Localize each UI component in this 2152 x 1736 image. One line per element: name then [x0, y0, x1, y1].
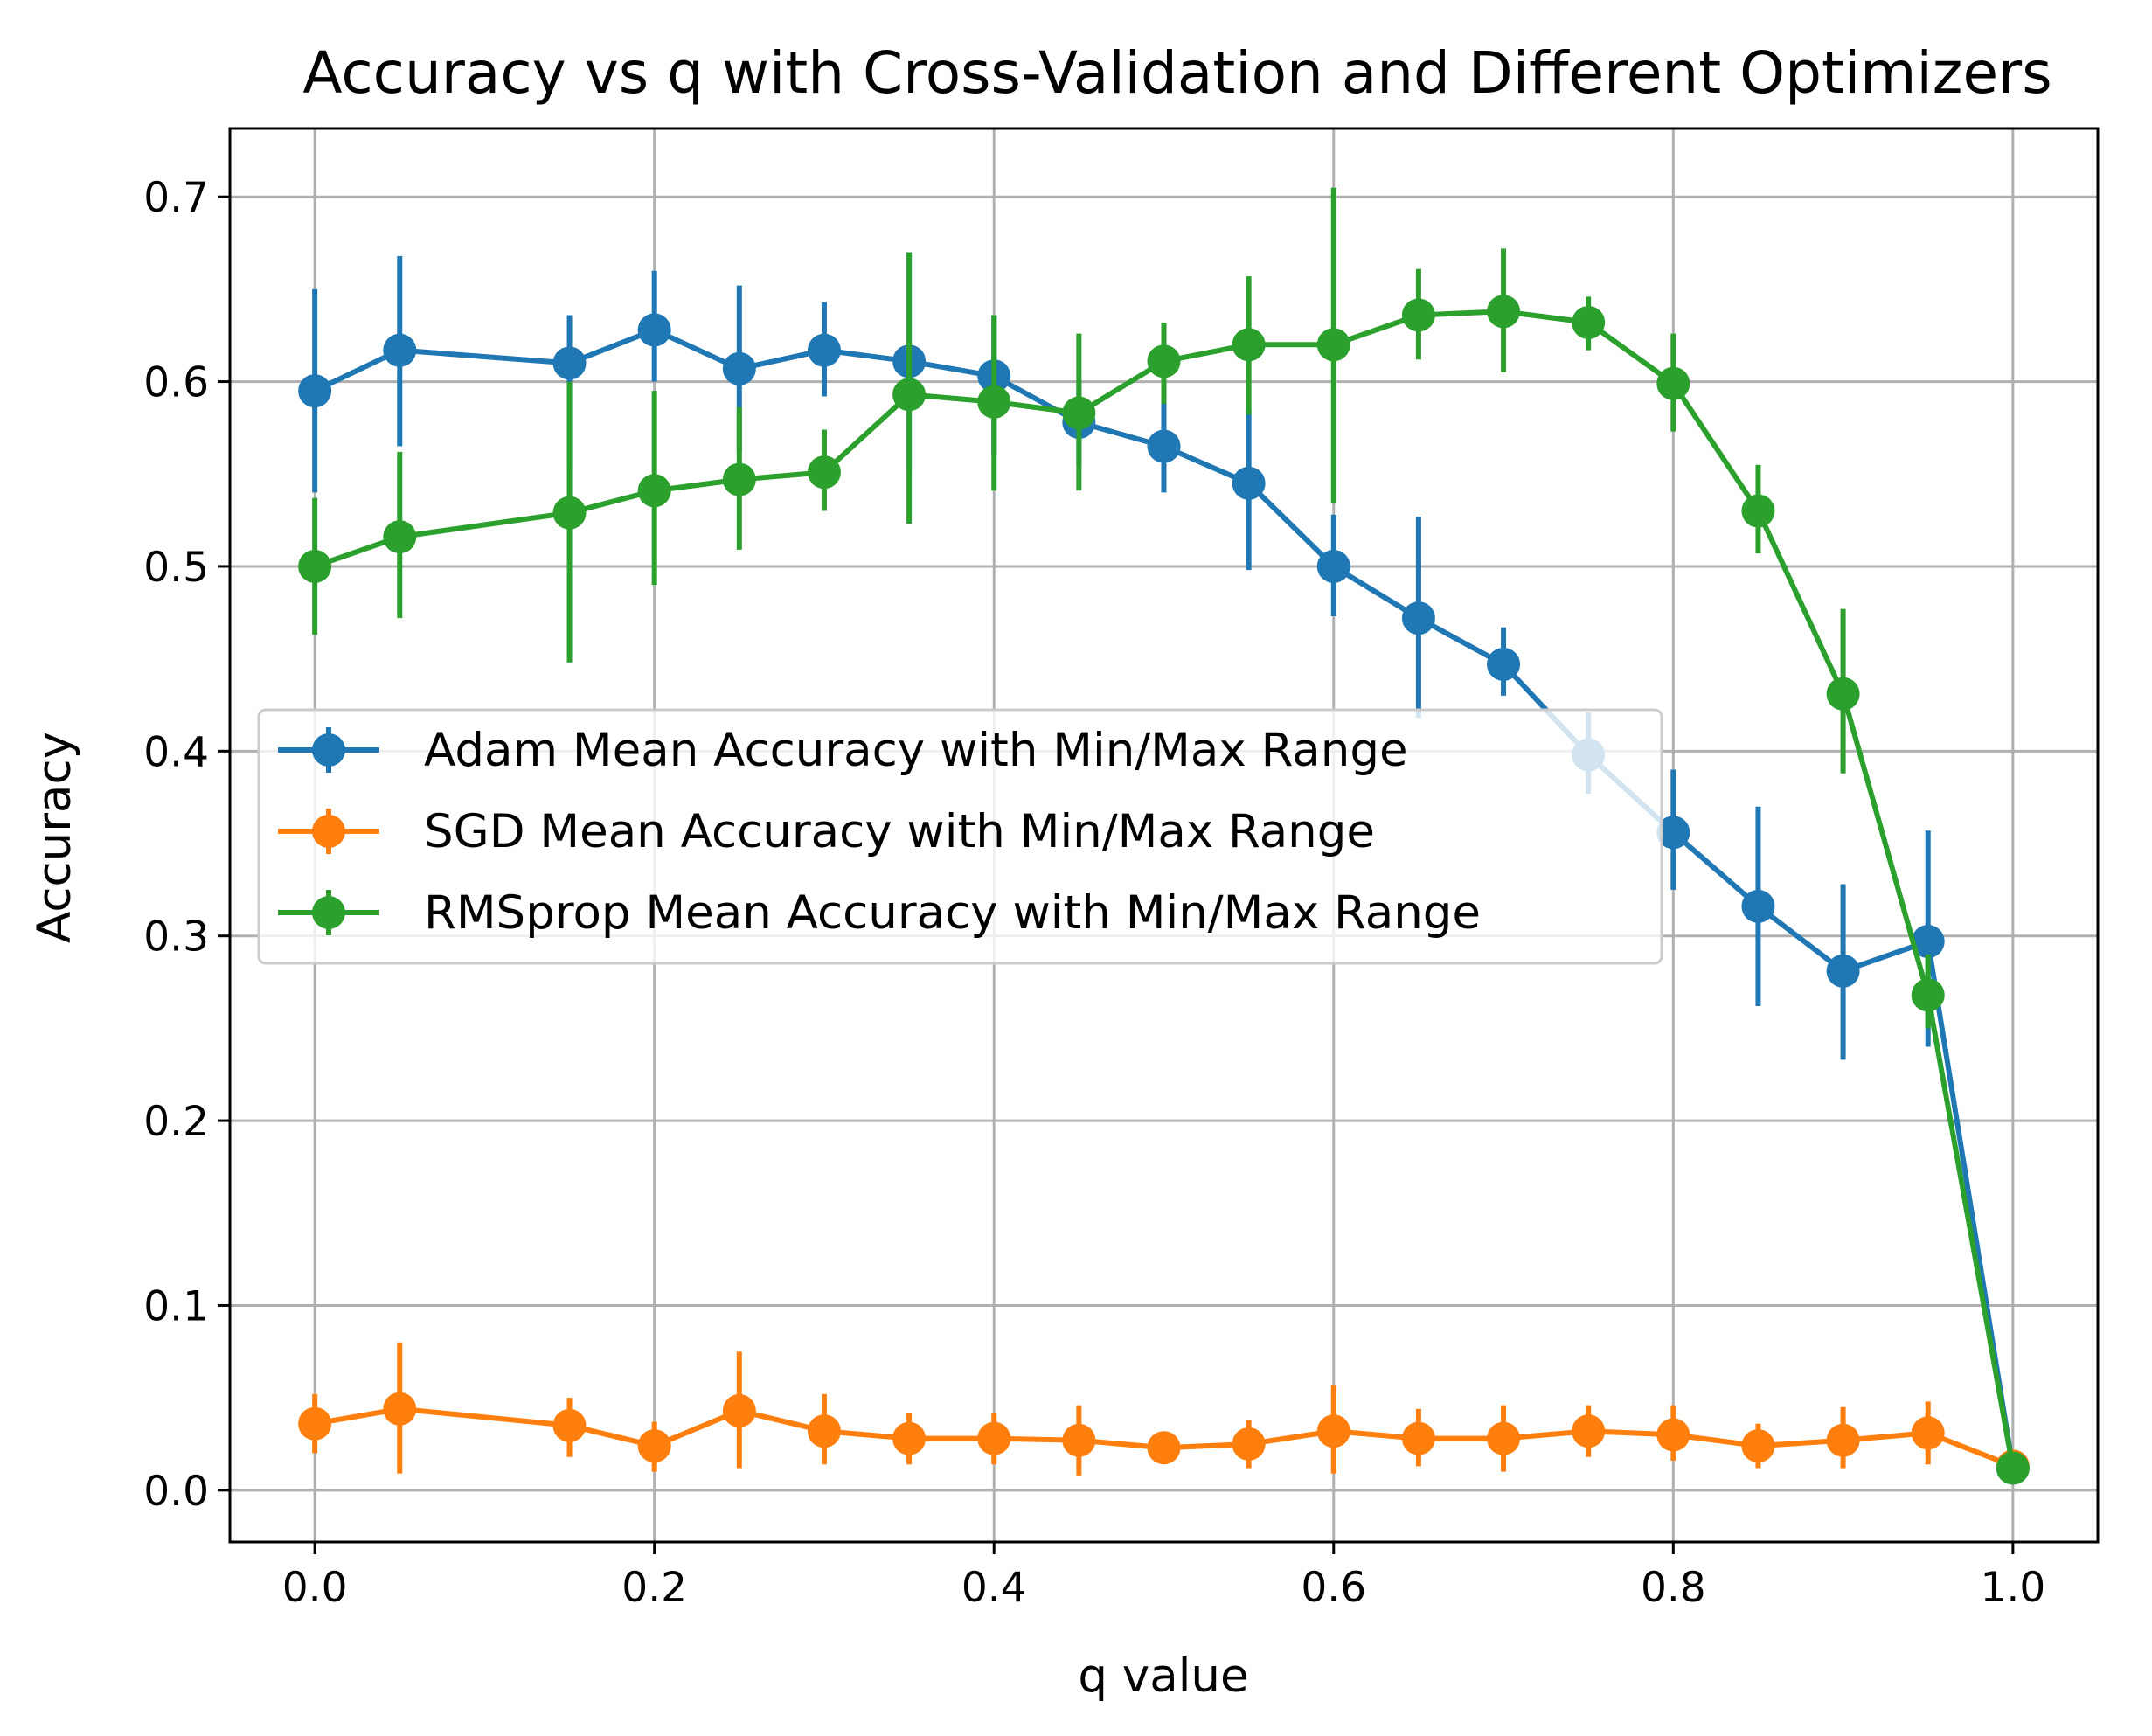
axes-frame	[228, 127, 2100, 1544]
data-point	[552, 346, 587, 380]
data-point	[1401, 298, 1435, 332]
data-point	[1147, 344, 1181, 378]
data-point	[1741, 1429, 1775, 1463]
data-point	[1826, 677, 1860, 711]
legend-entry: SGD Mean Accuracy with Min/Max Range	[278, 805, 1375, 858]
data-point	[1401, 1421, 1435, 1455]
y-tick-label: 0.3	[143, 913, 209, 962]
x-tick-label: 0.0	[282, 1564, 348, 1612]
series-layer	[298, 187, 2030, 1485]
data-point	[1232, 328, 1266, 362]
data-point	[1656, 366, 1690, 400]
data-point	[1062, 396, 1096, 430]
data-point	[1911, 978, 1945, 1012]
legend-marker	[312, 815, 345, 848]
x-tick-label: 0.4	[961, 1564, 1027, 1612]
data-point	[722, 1393, 756, 1427]
y-tick-label: 0.7	[143, 174, 209, 222]
data-point	[1487, 295, 1521, 329]
data-point	[298, 549, 332, 583]
ticks: 0.0 0.2 0.4 0.6 0.8 1.0 0.0 0.1 0.2 0.3 0.4 0.5 0.6 0…	[143, 174, 2045, 1612]
legend-entry: Adam Mean Accuracy with Min/Max Range	[278, 724, 1408, 777]
data-point	[1147, 1431, 1181, 1465]
data-point	[1996, 1451, 2030, 1485]
data-point	[722, 462, 756, 496]
data-point	[383, 1392, 417, 1426]
y-tick-label: 0.5	[143, 544, 209, 592]
data-point	[977, 385, 1011, 419]
legend-label: RMSprop Mean Accuracy with Min/Max Range	[424, 886, 1481, 940]
data-point	[1316, 1414, 1350, 1448]
legend: Adam Mean Accuracy with Min/Max Range SGD…	[257, 708, 1663, 965]
legend-marker	[312, 733, 345, 767]
data-point	[1487, 1421, 1521, 1455]
legend-frame	[257, 708, 1663, 965]
data-point	[552, 496, 587, 530]
data-point	[383, 520, 417, 554]
y-tick-label: 0.0	[143, 1468, 209, 1516]
data-point	[637, 1429, 671, 1463]
data-point	[1826, 954, 1860, 988]
data-point	[892, 378, 927, 412]
y-tick-label: 0.6	[143, 359, 209, 407]
data-point	[1062, 1423, 1096, 1457]
data-point	[1147, 429, 1181, 463]
data-point	[1741, 494, 1775, 528]
x-tick-label: 0.6	[1301, 1564, 1366, 1612]
data-point	[977, 1421, 1011, 1455]
data-point	[1911, 1416, 1945, 1450]
data-point	[1572, 305, 1606, 339]
data-point	[807, 1414, 841, 1448]
data-point	[1316, 549, 1350, 583]
legend-label: Adam Mean Accuracy with Min/Max Range	[424, 724, 1408, 777]
legend-marker	[312, 896, 345, 929]
data-point	[1656, 816, 1690, 850]
data-point	[1572, 1414, 1606, 1448]
data-point	[1911, 925, 1945, 959]
y-tick-label: 0.4	[143, 728, 209, 776]
data-point	[1232, 1427, 1266, 1461]
data-point	[1487, 647, 1521, 681]
data-point	[298, 1406, 332, 1441]
data-point	[1401, 601, 1435, 635]
x-tick-label: 0.2	[621, 1564, 687, 1612]
data-point	[807, 455, 841, 490]
data-point	[892, 1421, 927, 1455]
data-point	[1316, 328, 1350, 362]
x-tick-label: 1.0	[1980, 1564, 2045, 1612]
y-axis-label: Accuracy	[28, 732, 81, 943]
data-point	[383, 333, 417, 367]
legend-entry: RMSprop Mean Accuracy with Min/Max Range	[278, 886, 1481, 940]
data-point	[1656, 1418, 1690, 1452]
x-axis-label: q value	[1078, 1649, 1248, 1703]
series-3	[298, 187, 2030, 1485]
chart-title: Accuracy vs q with Cross-Validation and …	[302, 39, 2051, 107]
y-tick-label: 0.1	[143, 1282, 209, 1330]
data-point	[1741, 889, 1775, 923]
data-point	[1232, 466, 1266, 500]
y-tick-label: 0.2	[143, 1098, 209, 1146]
x-tick-label: 0.8	[1641, 1564, 1706, 1612]
data-point	[807, 333, 841, 367]
data-point	[298, 374, 332, 408]
data-point	[637, 313, 671, 347]
data-point	[1826, 1423, 1860, 1457]
data-point	[552, 1408, 587, 1442]
data-point	[722, 351, 756, 385]
legend-label: SGD Mean Accuracy with Min/Max Range	[424, 805, 1375, 858]
data-point	[637, 474, 671, 508]
